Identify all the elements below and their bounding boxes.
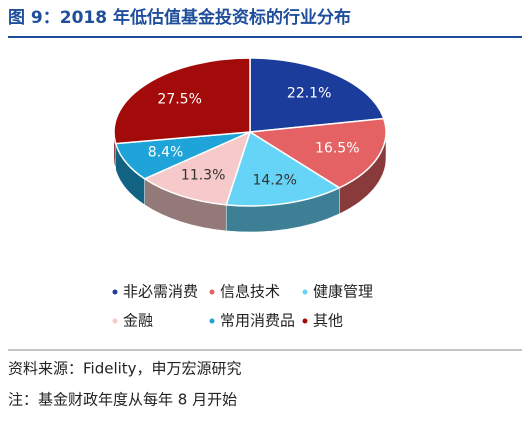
legend-label: 常用消费品 bbox=[220, 312, 295, 330]
slice bbox=[249, 57, 385, 133]
slice bbox=[143, 130, 252, 206]
chart-title: 图 9：2018 年低估值基金投资标的行业分布 bbox=[8, 7, 351, 28]
legend-swatch bbox=[209, 289, 215, 295]
data-label: 16.5% bbox=[315, 141, 359, 157]
legend-label: 非必需消费 bbox=[123, 283, 198, 301]
legend-swatch bbox=[302, 289, 308, 295]
slice bbox=[225, 130, 341, 207]
slice bbox=[247, 117, 387, 189]
data-label: 27.5% bbox=[157, 91, 201, 107]
data-label: 11.3% bbox=[181, 167, 225, 183]
legend-swatch bbox=[209, 318, 215, 324]
legend-swatch bbox=[302, 318, 308, 324]
slice bbox=[113, 57, 251, 145]
legend-label: 健康管理 bbox=[313, 283, 373, 301]
legend-swatch bbox=[112, 289, 118, 295]
footnote: 注：基金财政年度从每年 8 月开始 bbox=[8, 391, 237, 409]
legend-label: 金融 bbox=[123, 312, 153, 330]
legend-label: 其他 bbox=[313, 312, 343, 330]
legend-label: 信息技术 bbox=[220, 283, 280, 301]
source-note: 资料来源：Fidelity，申万宏源研究 bbox=[8, 360, 242, 378]
data-label: 8.4% bbox=[148, 145, 184, 161]
legend-swatch bbox=[112, 318, 118, 324]
data-label: 14.2% bbox=[252, 172, 296, 188]
data-label: 22.1% bbox=[287, 85, 331, 101]
